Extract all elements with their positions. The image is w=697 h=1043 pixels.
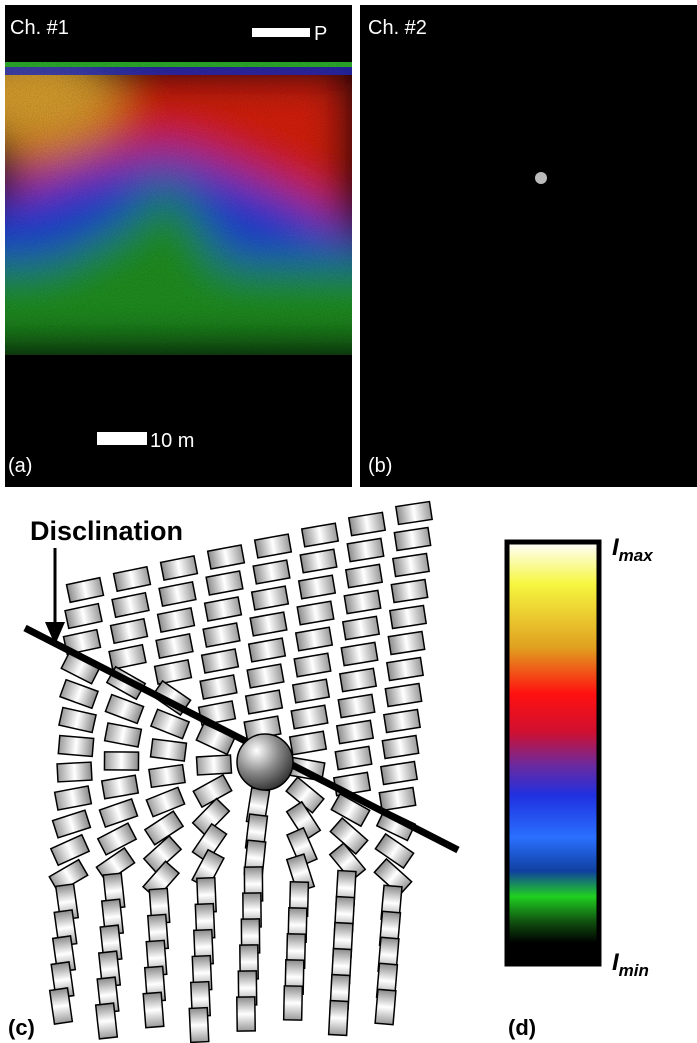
director (253, 560, 290, 584)
director (67, 578, 104, 603)
director (50, 988, 73, 1024)
director (104, 752, 138, 770)
director (294, 653, 331, 676)
director (293, 679, 330, 702)
director (65, 604, 102, 629)
director (337, 720, 373, 743)
director (146, 787, 184, 816)
director (343, 616, 379, 639)
max-label: Imax (612, 534, 654, 565)
director (151, 739, 187, 761)
director (114, 567, 151, 591)
director (200, 675, 237, 699)
director (57, 762, 92, 782)
director (102, 775, 139, 799)
director (58, 736, 93, 757)
director (189, 1008, 209, 1043)
director (53, 810, 91, 838)
director (338, 694, 374, 717)
director (111, 619, 148, 643)
panel-label: (b) (368, 455, 392, 477)
director (390, 606, 426, 629)
director (299, 575, 336, 598)
director (249, 638, 286, 662)
scale-bar-label: 10 m (150, 430, 194, 452)
director (384, 710, 420, 733)
director (202, 649, 239, 673)
director (340, 668, 376, 691)
director (297, 601, 334, 624)
director (393, 554, 429, 577)
director (284, 986, 303, 1020)
min-label: Imin (612, 949, 649, 980)
director (387, 658, 423, 681)
director (105, 723, 142, 747)
director (197, 755, 232, 775)
director (203, 623, 240, 647)
director (385, 684, 421, 707)
director (341, 642, 377, 665)
polarizer-label: P (314, 23, 327, 45)
director (161, 556, 198, 580)
director (375, 989, 396, 1024)
director (291, 705, 328, 728)
panel-b: Ch. #2 (b) (360, 5, 697, 487)
panel-a: Ch. #1 P 10 m (a) (0, 5, 400, 495)
panel-label: (c) (8, 1015, 35, 1040)
director (290, 731, 327, 754)
disclination-label: Disclination (30, 516, 183, 546)
director (250, 612, 287, 636)
director (159, 582, 196, 606)
director (346, 564, 382, 587)
director (344, 590, 380, 613)
director (96, 1003, 118, 1039)
director (388, 632, 424, 655)
director (396, 502, 432, 525)
panel-d: Imax Imin (d) (507, 534, 654, 1040)
director (105, 695, 143, 724)
director (347, 538, 383, 561)
director (149, 765, 185, 788)
director (382, 736, 418, 759)
min-label-sub: min (619, 961, 649, 980)
director (329, 1001, 349, 1036)
director (237, 997, 255, 1031)
director (155, 660, 192, 684)
director (247, 664, 284, 688)
director (60, 680, 98, 709)
director (99, 799, 137, 827)
director (379, 787, 415, 810)
director (158, 608, 195, 632)
director (255, 534, 292, 558)
figure: Ch. #1 P 10 m (a) Ch. #2 (b) Disclinatio… (0, 0, 697, 1043)
director (300, 549, 337, 572)
director (151, 709, 189, 738)
director (55, 786, 92, 810)
director (391, 580, 427, 603)
director (394, 528, 430, 551)
director (246, 690, 283, 714)
director (252, 586, 289, 610)
director (156, 634, 193, 658)
panel-label: (a) (8, 455, 32, 477)
director (206, 571, 243, 595)
director (143, 992, 164, 1027)
director (205, 597, 242, 621)
director (112, 593, 149, 617)
director (208, 545, 245, 569)
director (59, 708, 96, 733)
max-label-sub: max (619, 546, 655, 565)
director (381, 762, 417, 785)
director (109, 645, 146, 669)
director (296, 627, 333, 650)
director (335, 746, 371, 769)
director (349, 512, 385, 535)
director (302, 523, 339, 546)
channel-label: Ch. #1 (10, 17, 69, 39)
panel-label: (d) (508, 1015, 536, 1040)
channel-label: Ch. #2 (368, 17, 427, 39)
director (98, 823, 136, 855)
director (51, 835, 89, 865)
